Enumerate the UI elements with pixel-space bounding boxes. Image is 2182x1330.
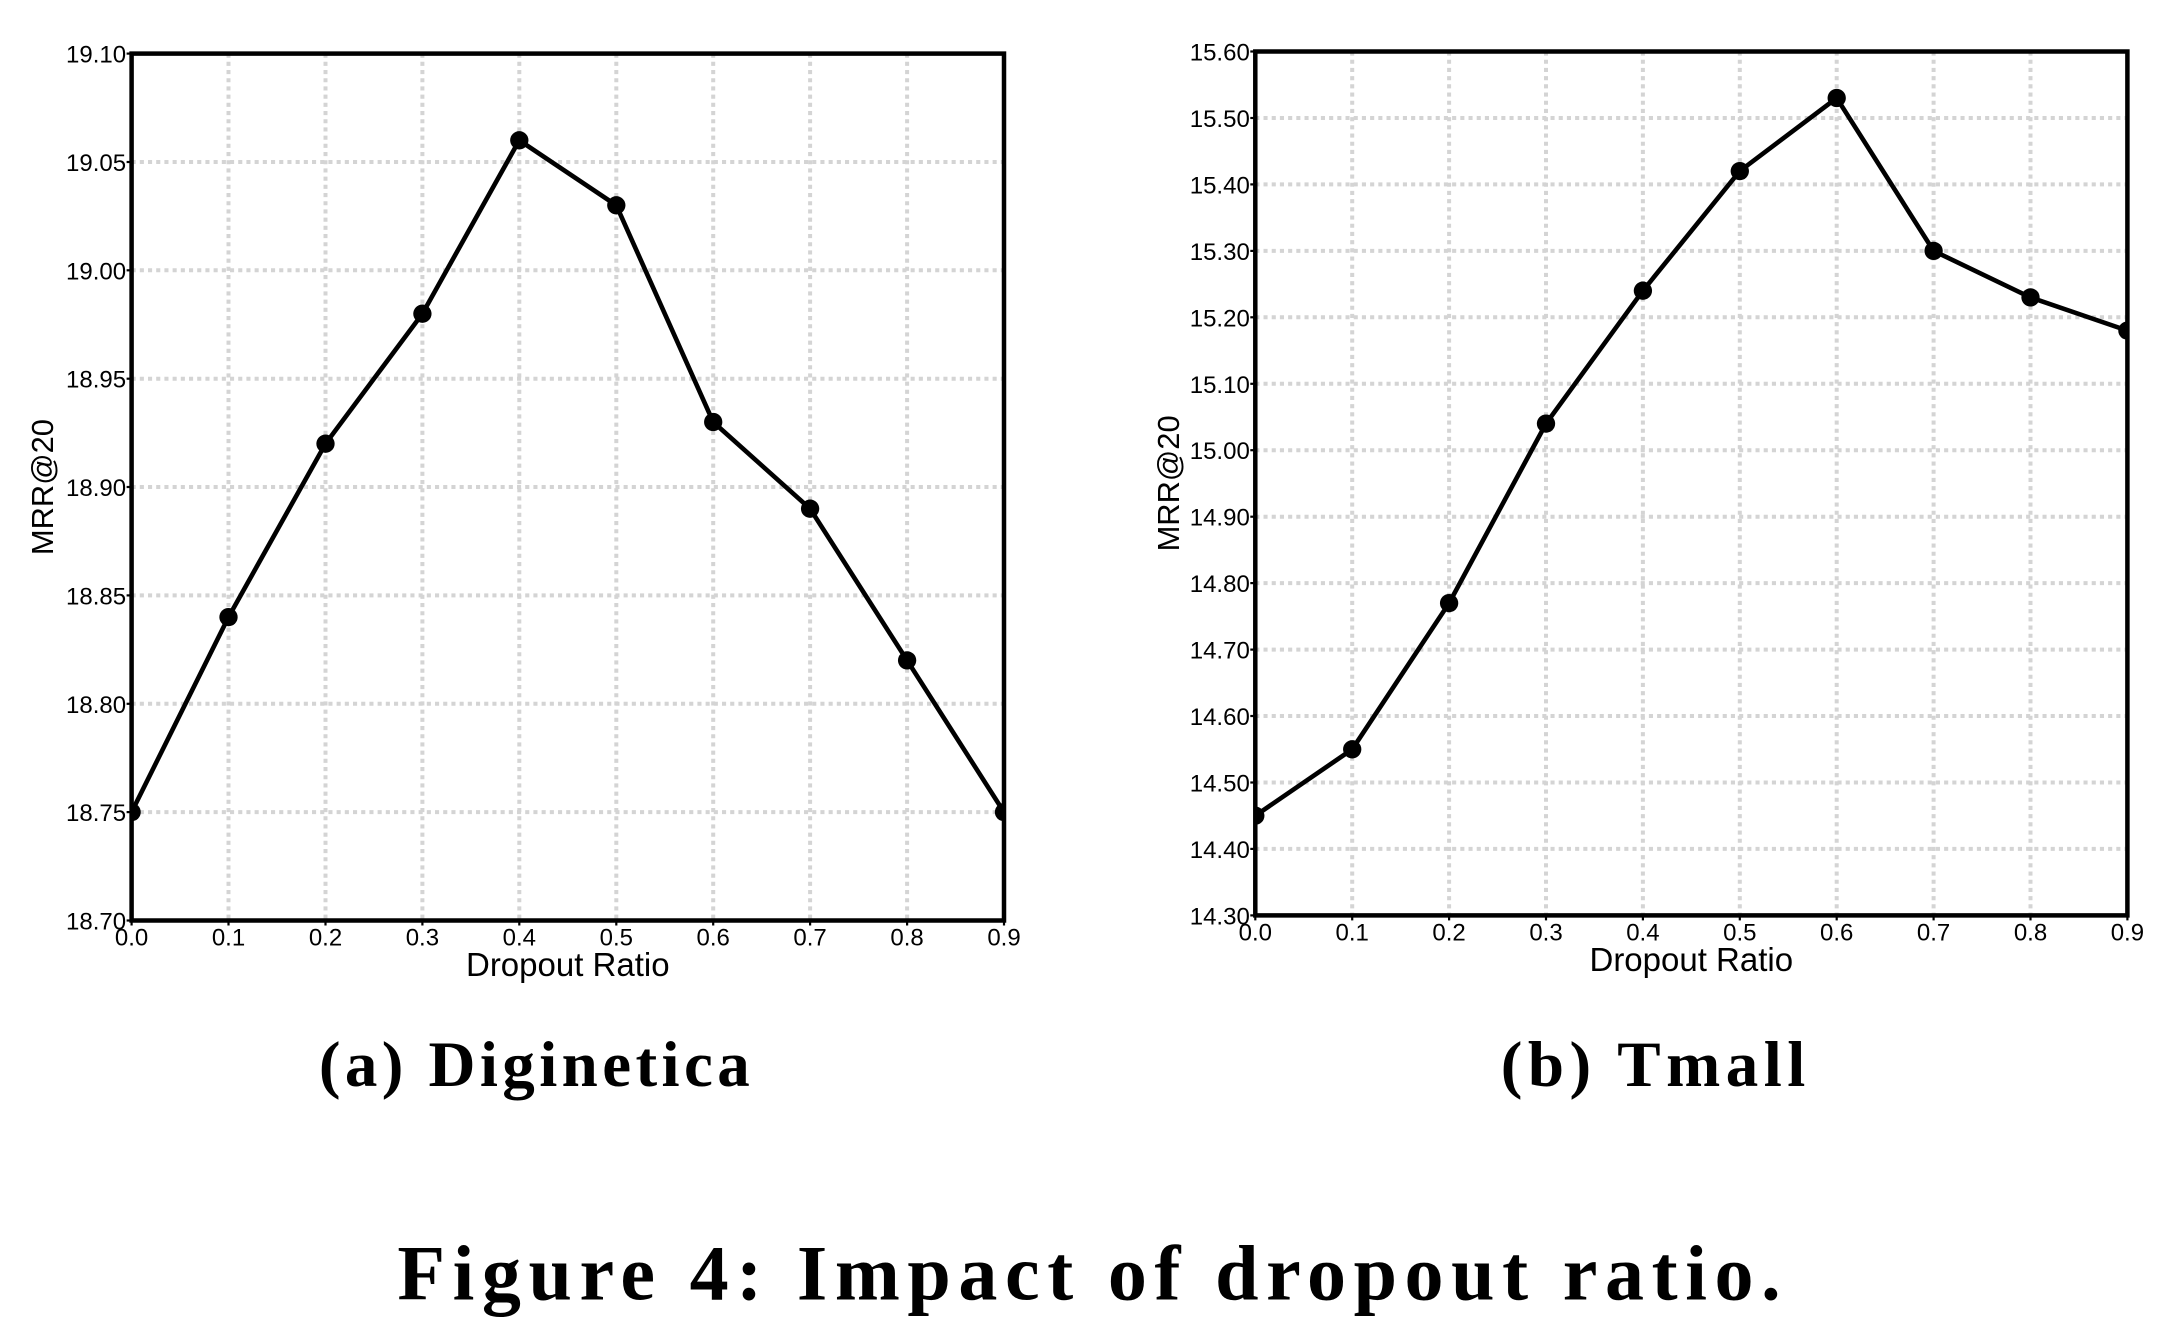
svg-text:15.60: 15.60	[1190, 40, 1250, 67]
svg-text:0.5: 0.5	[600, 925, 633, 952]
svg-text:14.70: 14.70	[1190, 638, 1250, 665]
svg-text:14.60: 14.60	[1190, 704, 1250, 731]
svg-text:18.80: 18.80	[66, 692, 126, 719]
svg-text:14.40: 14.40	[1190, 837, 1250, 864]
svg-text:15.50: 15.50	[1190, 106, 1250, 133]
svg-text:0.8: 0.8	[890, 925, 923, 952]
svg-text:15.40: 15.40	[1190, 172, 1250, 199]
svg-text:0.7: 0.7	[793, 925, 826, 952]
svg-text:0.2: 0.2	[309, 925, 342, 952]
svg-text:0.0: 0.0	[1239, 920, 1272, 947]
svg-text:0.3: 0.3	[1529, 920, 1562, 947]
svg-text:(b) Tmall: (b) Tmall	[1501, 1029, 1811, 1101]
svg-text:14.30: 14.30	[1190, 903, 1250, 930]
svg-text:0.7: 0.7	[1917, 920, 1950, 947]
svg-text:0.1: 0.1	[212, 925, 245, 952]
svg-text:18.95: 18.95	[66, 367, 126, 394]
svg-text:Dropout Ratio: Dropout Ratio	[466, 946, 670, 983]
svg-text:0.8: 0.8	[2014, 920, 2047, 947]
svg-text:0.4: 0.4	[1626, 920, 1659, 947]
svg-text:19.05: 19.05	[66, 150, 126, 177]
svg-text:18.75: 18.75	[66, 800, 126, 827]
svg-text:0.2: 0.2	[1432, 920, 1465, 947]
svg-text:14.50: 14.50	[1190, 771, 1250, 798]
svg-text:19.10: 19.10	[66, 42, 126, 69]
svg-text:0.0: 0.0	[115, 925, 148, 952]
svg-text:0.9: 0.9	[987, 925, 1020, 952]
svg-text:0.6: 0.6	[1820, 920, 1853, 947]
svg-text:0.4: 0.4	[503, 925, 536, 952]
svg-text:Figure 4: Impact of dropout ra: Figure 4: Impact of dropout ratio.	[397, 1229, 1788, 1316]
svg-text:15.20: 15.20	[1190, 305, 1250, 332]
svg-text:15.00: 15.00	[1190, 438, 1250, 465]
svg-text:(a) Diginetica: (a) Diginetica	[319, 1029, 754, 1101]
svg-text:18.85: 18.85	[66, 583, 126, 610]
svg-text:14.90: 14.90	[1190, 505, 1250, 532]
svg-text:18.70: 18.70	[66, 909, 126, 936]
svg-text:0.1: 0.1	[1336, 920, 1369, 947]
svg-text:18.90: 18.90	[66, 475, 126, 502]
svg-text:15.10: 15.10	[1190, 372, 1250, 399]
svg-text:Dropout Ratio: Dropout Ratio	[1589, 941, 1793, 978]
svg-text:0.6: 0.6	[697, 925, 730, 952]
svg-text:MRR@20: MRR@20	[25, 419, 60, 555]
svg-text:MRR@20: MRR@20	[1151, 415, 1186, 551]
svg-text:19.00: 19.00	[66, 258, 126, 285]
svg-text:0.9: 0.9	[2111, 920, 2144, 947]
svg-text:15.30: 15.30	[1190, 239, 1250, 266]
svg-text:0.5: 0.5	[1723, 920, 1756, 947]
svg-text:14.80: 14.80	[1190, 571, 1250, 598]
svg-text:0.3: 0.3	[406, 925, 439, 952]
